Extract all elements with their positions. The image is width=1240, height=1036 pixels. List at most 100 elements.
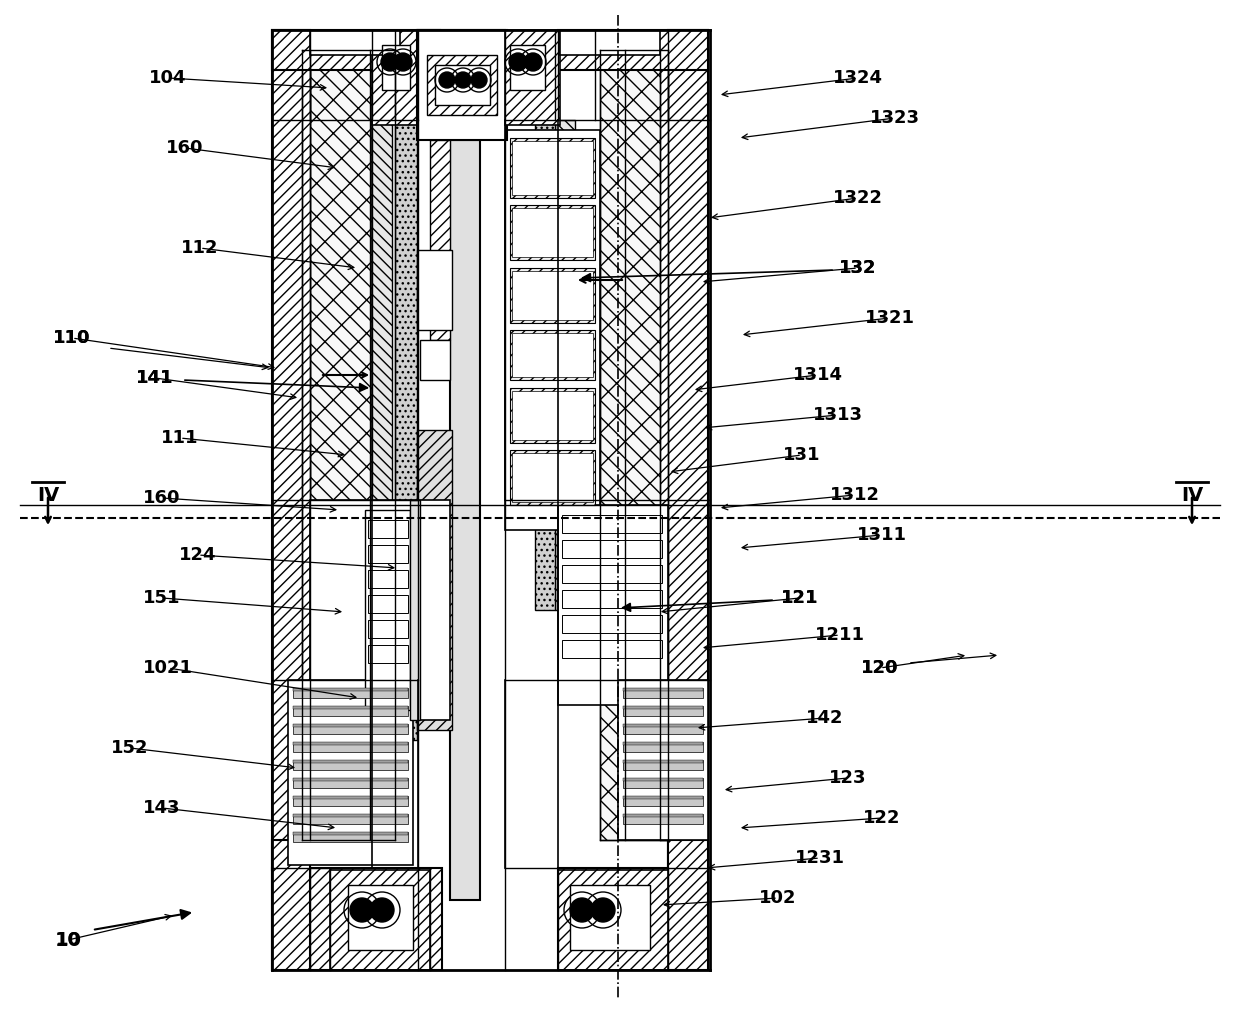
Bar: [293, 742, 408, 752]
Text: 1323: 1323: [870, 109, 920, 127]
Bar: [622, 760, 703, 762]
Circle shape: [439, 71, 455, 88]
Circle shape: [471, 71, 487, 88]
Text: 10: 10: [56, 931, 81, 949]
Text: 131: 131: [784, 447, 821, 464]
Bar: [435, 65, 490, 105]
Bar: [293, 814, 408, 824]
Circle shape: [508, 53, 527, 71]
Bar: [600, 50, 668, 840]
Text: 112: 112: [181, 239, 218, 257]
Bar: [512, 208, 593, 257]
Bar: [310, 50, 372, 840]
Text: 143: 143: [144, 799, 181, 817]
Bar: [510, 268, 595, 323]
Bar: [272, 868, 441, 970]
Bar: [293, 796, 408, 806]
Text: 111: 111: [161, 429, 198, 447]
Bar: [288, 680, 413, 865]
Bar: [293, 724, 408, 733]
Bar: [315, 505, 410, 715]
Bar: [417, 250, 453, 330]
Bar: [556, 120, 575, 610]
Bar: [368, 545, 408, 563]
Bar: [372, 120, 392, 740]
Bar: [372, 30, 417, 125]
Bar: [512, 453, 593, 502]
Bar: [368, 645, 408, 663]
Bar: [558, 505, 668, 706]
Text: IV: IV: [37, 486, 60, 505]
Text: 1322: 1322: [833, 189, 883, 207]
Bar: [668, 840, 708, 970]
Bar: [570, 885, 650, 950]
Text: 102: 102: [759, 889, 797, 906]
Circle shape: [394, 53, 412, 71]
Text: 1312: 1312: [830, 486, 880, 503]
Bar: [562, 589, 662, 608]
Text: 110: 110: [53, 329, 91, 347]
Bar: [510, 205, 595, 260]
Bar: [562, 515, 662, 533]
Text: 121: 121: [781, 589, 818, 607]
Bar: [368, 595, 408, 613]
Bar: [417, 30, 507, 140]
Text: IV: IV: [1180, 486, 1203, 505]
Bar: [272, 30, 310, 870]
Text: 132: 132: [839, 259, 877, 277]
Text: 142: 142: [806, 709, 843, 727]
Bar: [368, 570, 408, 588]
Bar: [272, 840, 310, 970]
Bar: [558, 870, 668, 970]
Bar: [303, 50, 310, 840]
Bar: [420, 340, 450, 380]
Bar: [510, 450, 595, 505]
Bar: [622, 742, 703, 752]
Bar: [293, 832, 408, 842]
Circle shape: [455, 71, 471, 88]
Bar: [562, 540, 662, 558]
Bar: [622, 742, 703, 745]
Text: 121: 121: [781, 589, 818, 607]
Bar: [558, 868, 708, 970]
Bar: [293, 706, 408, 716]
Bar: [562, 640, 662, 658]
Text: 110: 110: [53, 329, 91, 347]
Bar: [410, 500, 420, 720]
Bar: [427, 55, 497, 115]
Text: 1314: 1314: [794, 366, 843, 384]
Bar: [668, 30, 708, 870]
Text: 141: 141: [136, 369, 174, 387]
Bar: [293, 814, 408, 817]
Bar: [512, 271, 593, 320]
Bar: [293, 688, 408, 698]
Bar: [622, 724, 703, 727]
Bar: [310, 500, 450, 720]
Bar: [622, 814, 703, 824]
Bar: [293, 832, 408, 835]
Bar: [622, 814, 703, 817]
Bar: [660, 50, 668, 840]
Bar: [510, 388, 595, 443]
Circle shape: [591, 898, 615, 922]
Bar: [562, 565, 662, 583]
Text: 1021: 1021: [143, 659, 193, 677]
Bar: [382, 45, 410, 90]
Text: 1324: 1324: [833, 69, 883, 87]
Bar: [622, 796, 703, 806]
Bar: [368, 620, 408, 638]
Bar: [622, 706, 703, 716]
Bar: [512, 141, 593, 195]
Bar: [622, 778, 703, 788]
Bar: [293, 724, 408, 727]
Bar: [562, 615, 662, 633]
Text: 132: 132: [839, 259, 877, 277]
Bar: [417, 430, 453, 730]
Text: 1211: 1211: [815, 626, 866, 644]
Bar: [560, 510, 666, 700]
Text: 104: 104: [149, 69, 187, 87]
Circle shape: [525, 53, 542, 71]
Bar: [622, 760, 703, 770]
Bar: [368, 520, 408, 538]
Bar: [558, 30, 708, 70]
